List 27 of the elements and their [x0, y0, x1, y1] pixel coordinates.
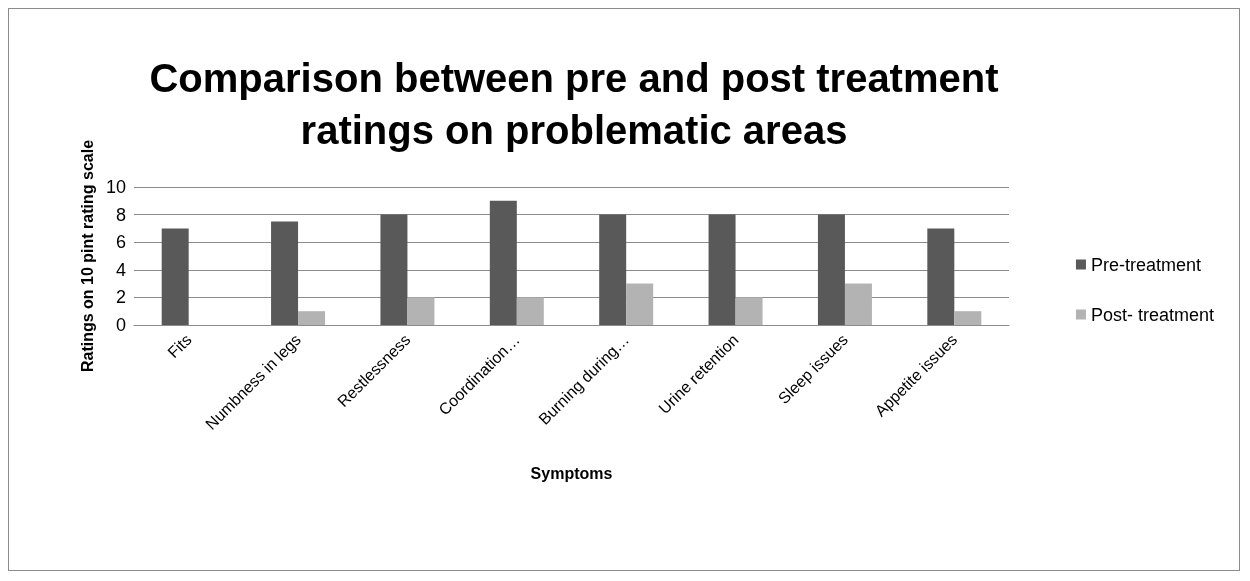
- bar: [735, 297, 763, 325]
- y-tick-label: 6: [115, 232, 126, 253]
- bar: [817, 214, 845, 325]
- bar: [271, 221, 299, 325]
- bar: [626, 283, 654, 325]
- bar: [380, 214, 408, 325]
- y-tick-label: 10: [105, 177, 126, 197]
- x-axis-title: Symptoms: [530, 464, 613, 482]
- y-tick-label: 4: [115, 259, 126, 280]
- bar: [844, 283, 872, 325]
- legend-label: Pre-treatment: [1090, 254, 1201, 275]
- chart-title: Comparison between pre and post treatment ratings on problematic areas: [149, 56, 999, 152]
- bar: [708, 214, 736, 325]
- bar: [516, 297, 544, 325]
- y-tick-label: 8: [115, 204, 126, 225]
- y-axis-title: Ratings on 10 pint rating scale: [78, 139, 96, 373]
- bar: [954, 311, 982, 325]
- bar: [927, 228, 955, 325]
- bar: [489, 200, 517, 325]
- y-tick-label: 2: [115, 287, 126, 308]
- bar: [599, 214, 627, 325]
- bar: [407, 297, 435, 325]
- bar: [298, 311, 326, 325]
- y-tick-label: 0: [115, 315, 126, 335]
- bar: [161, 228, 189, 325]
- legend-label: Post- treatment: [1090, 304, 1214, 325]
- x-tick-label: Fits: [164, 330, 195, 362]
